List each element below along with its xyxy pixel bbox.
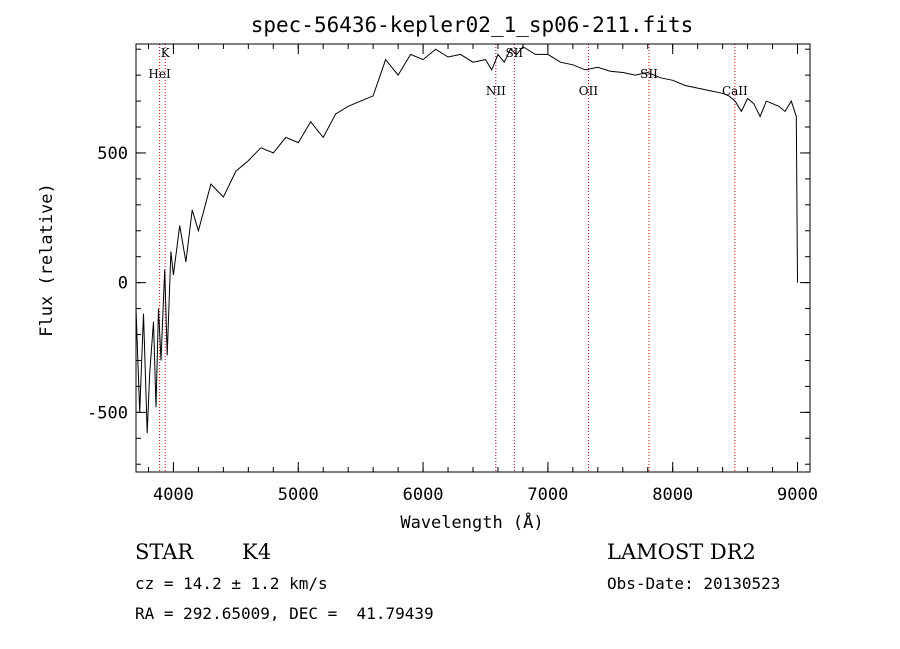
x-axis-label: Wavelength (Å) xyxy=(400,511,543,533)
survey-name: LAMOST DR2 xyxy=(607,540,756,564)
spectral-line-label: OII xyxy=(579,84,599,98)
object-class: STAR xyxy=(135,540,194,564)
line-markers xyxy=(159,44,736,472)
x-tick-label: 9000 xyxy=(777,485,818,505)
axis-ticks xyxy=(136,44,810,472)
plot-frame xyxy=(135,43,811,473)
y-axis-label: Flux (relative) xyxy=(37,183,57,337)
y-tick-label: 500 xyxy=(97,144,128,164)
chart-title: spec-56436-kepler02_1_sp06-211.fits xyxy=(251,13,694,37)
x-tick-label: 6000 xyxy=(403,485,444,505)
y-tick-label: -500 xyxy=(87,403,128,423)
observation-date: Obs-Date: 20130523 xyxy=(607,574,781,593)
y-tick-label: 0 xyxy=(118,274,128,294)
spectral-line-label: K xyxy=(161,46,171,60)
spectrum-series-line xyxy=(135,45,798,434)
spectral-line-label: SII xyxy=(640,67,658,81)
spectral-line-label: NII xyxy=(486,84,506,98)
object-subclass: K4 xyxy=(242,540,272,564)
x-tick-label: 8000 xyxy=(652,485,693,505)
tick-labels: 4000 5000 6000 7000 8000 9000 -500 0 500 xyxy=(87,144,818,505)
redshift-velocity: cz = 14.2 ± 1.2 km/s xyxy=(135,574,328,593)
coordinates: RA = 292.65009, DEC = 41.79439 xyxy=(135,604,434,623)
x-tick-label: 4000 xyxy=(153,485,194,505)
x-tick-label: 5000 xyxy=(278,485,319,505)
spectral-line-label: HeI xyxy=(148,67,171,81)
spectral-line-label: CaII xyxy=(722,84,748,98)
x-tick-label: 7000 xyxy=(527,485,568,505)
